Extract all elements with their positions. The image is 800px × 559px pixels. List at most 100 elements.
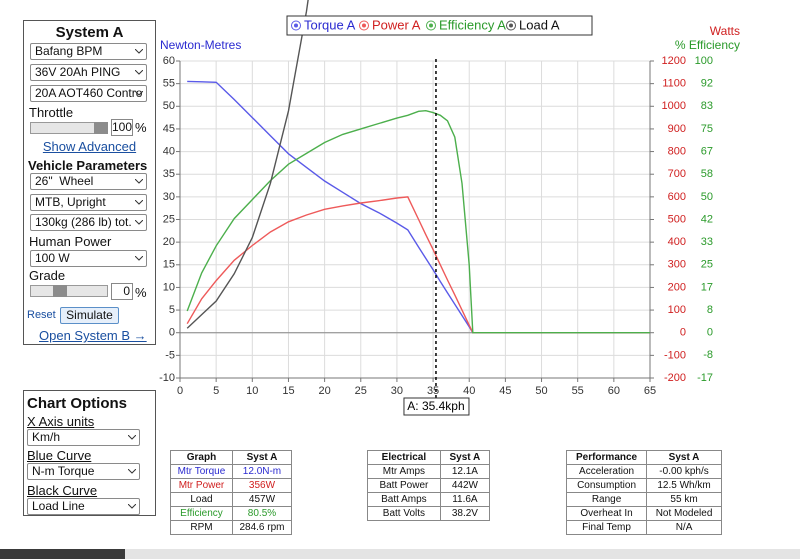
option-label: X Axis units xyxy=(27,414,95,429)
throttle-input[interactable]: 100 xyxy=(111,119,133,136)
y3-tick-label: 33 xyxy=(701,236,713,248)
table-cell: 11.6A xyxy=(439,492,491,507)
performance-table: Performance Syst A Acceleration -0.00 kph/s… xyxy=(565,450,722,535)
x-tick-label: 30 xyxy=(391,385,403,397)
wheel-dropdown[interactable]: 26" Wheel xyxy=(30,173,147,190)
legend-label: Load A xyxy=(519,17,560,32)
mass-dropdown[interactable]: 130kg (286 lb) tot. xyxy=(30,214,147,231)
table-cell: Mtr Amps xyxy=(367,464,441,479)
slider-thumb[interactable] xyxy=(53,285,67,297)
y-tick-label: 15 xyxy=(163,259,175,271)
y-tick-label: 10 xyxy=(163,281,175,293)
frame-dropdown[interactable]: MTB, Upright xyxy=(30,194,147,211)
black-curve-dropdown[interactable]: Load Line xyxy=(27,498,140,515)
table-cell: Not Modeled xyxy=(646,506,722,521)
chevron-icon xyxy=(128,435,136,440)
x-tick-label: 45 xyxy=(499,385,511,397)
option-label: Black Curve xyxy=(27,483,98,498)
series-line xyxy=(186,0,309,329)
blue-curve-dropdown[interactable]: N-m Torque xyxy=(27,463,140,480)
table-row: Mtr Torque 12.0N-m xyxy=(170,464,293,479)
unit: % xyxy=(135,285,147,300)
table-row: RPM 284.6 rpm xyxy=(170,520,293,535)
table-cell: 12.1A xyxy=(439,464,491,479)
reset-link[interactable]: Reset xyxy=(27,309,56,321)
y3-tick-label: 42 xyxy=(701,213,713,225)
x-tick-label: 35 xyxy=(427,385,439,397)
x-tick-label: 55 xyxy=(572,385,584,397)
table-cell: Syst A xyxy=(439,450,491,465)
graph-table: Graph Syst A Mtr Torque 12.0N-m Mtr Power 356… xyxy=(170,450,293,535)
y2-tick-label: 700 xyxy=(668,168,686,180)
chevron-icon xyxy=(135,49,143,54)
table-row: Acceleration -0.00 kph/s xyxy=(565,464,722,479)
chevron-icon xyxy=(135,256,143,261)
table-row: Range 55 km xyxy=(565,492,722,507)
battery-dropdown[interactable]: 36V 20Ah PING xyxy=(30,64,147,81)
y2-tick-label: 900 xyxy=(668,123,686,135)
slider-thumb[interactable] xyxy=(94,122,108,134)
legend-label: Power A xyxy=(372,17,421,32)
legend-radio-dot xyxy=(509,23,513,28)
option-label: Blue Curve xyxy=(27,448,92,463)
y2-tick-label: 600 xyxy=(668,191,686,203)
human-power-dropdown[interactable]: 100 W xyxy=(30,250,147,267)
unit: % xyxy=(135,120,147,135)
chevron-icon xyxy=(135,70,143,75)
y3-tick-label: 100 xyxy=(695,55,713,67)
show-advanced-link[interactable]: Show Advanced xyxy=(42,139,137,154)
table-cell: 457W xyxy=(231,492,293,507)
x-tick-label: 0 xyxy=(177,385,183,397)
y2-tick-label: -100 xyxy=(664,349,686,361)
table-cell: Batt Volts xyxy=(367,506,441,521)
x-tick-label: 25 xyxy=(355,385,367,397)
dropdown-value: 130kg (286 lb) tot. xyxy=(35,215,132,229)
cursor-label: A: 35.4kph xyxy=(407,399,464,413)
chevron-icon xyxy=(135,220,143,225)
table-cell: Graph xyxy=(170,450,233,465)
chevron-icon xyxy=(135,200,143,205)
x-axis-dropdown[interactable]: Km/h xyxy=(27,429,140,446)
series-line xyxy=(186,109,650,334)
y2-tick-label: 1000 xyxy=(662,100,686,112)
y2-tick-label: 300 xyxy=(668,259,686,271)
dropdown-value: Load Line xyxy=(32,499,85,513)
y-tick-label: 35 xyxy=(163,168,175,180)
y3-tick-label: 75 xyxy=(701,123,713,135)
open-system-b-link[interactable]: Open System B → xyxy=(39,328,147,343)
dropdown-value: N-m Torque xyxy=(32,464,95,478)
table-row: Consumption 12.5 Wh/km xyxy=(565,478,722,493)
y3-tick-label: 17 xyxy=(701,281,713,293)
y3-tick-label: 58 xyxy=(701,168,713,180)
human-power-label: Human Power xyxy=(29,234,112,249)
table-cell: Final Temp xyxy=(565,520,648,535)
taskbar-strip xyxy=(0,549,125,559)
table-cell: 442W xyxy=(439,478,491,493)
legend-label: Efficiency A xyxy=(439,17,506,32)
table-row: Efficiency 80.5% xyxy=(170,506,293,521)
simulate-button[interactable]: Simulate xyxy=(60,307,119,324)
throttle-slider[interactable] xyxy=(30,122,108,134)
electrical-table: Electrical Syst A Mtr Amps 12.1A Batt Power 4… xyxy=(367,450,491,521)
grade-input[interactable]: 0 xyxy=(111,283,133,300)
motor-dropdown[interactable]: Bafang BPM xyxy=(30,43,147,60)
table-cell: 12.5 Wh/km xyxy=(646,478,722,493)
dropdown-value: Km/h xyxy=(32,430,61,444)
x-tick-label: 50 xyxy=(535,385,547,397)
chevron-icon xyxy=(135,179,143,184)
y2-tick-label: 500 xyxy=(668,213,686,225)
table-row: Overheat In Not Modeled xyxy=(565,506,722,521)
x-tick-label: 15 xyxy=(282,385,294,397)
table-row: Batt Volts 38.2V xyxy=(367,506,491,521)
system-panel: System A Bafang BPM 36V 20Ah PING 20A AO… xyxy=(23,20,156,345)
table-cell: Range xyxy=(565,492,648,507)
y-tick-label: 45 xyxy=(163,123,175,135)
y3-tick-label: -17 xyxy=(697,372,713,384)
legend-label: Torque A xyxy=(304,17,356,32)
controller-dropdown[interactable]: 20A AOT460 Contro xyxy=(30,85,147,102)
grade-slider[interactable] xyxy=(30,285,108,297)
x-tick-label: 40 xyxy=(463,385,475,397)
y3-tick-label: 67 xyxy=(701,145,713,157)
legend-radio-dot xyxy=(294,23,298,28)
